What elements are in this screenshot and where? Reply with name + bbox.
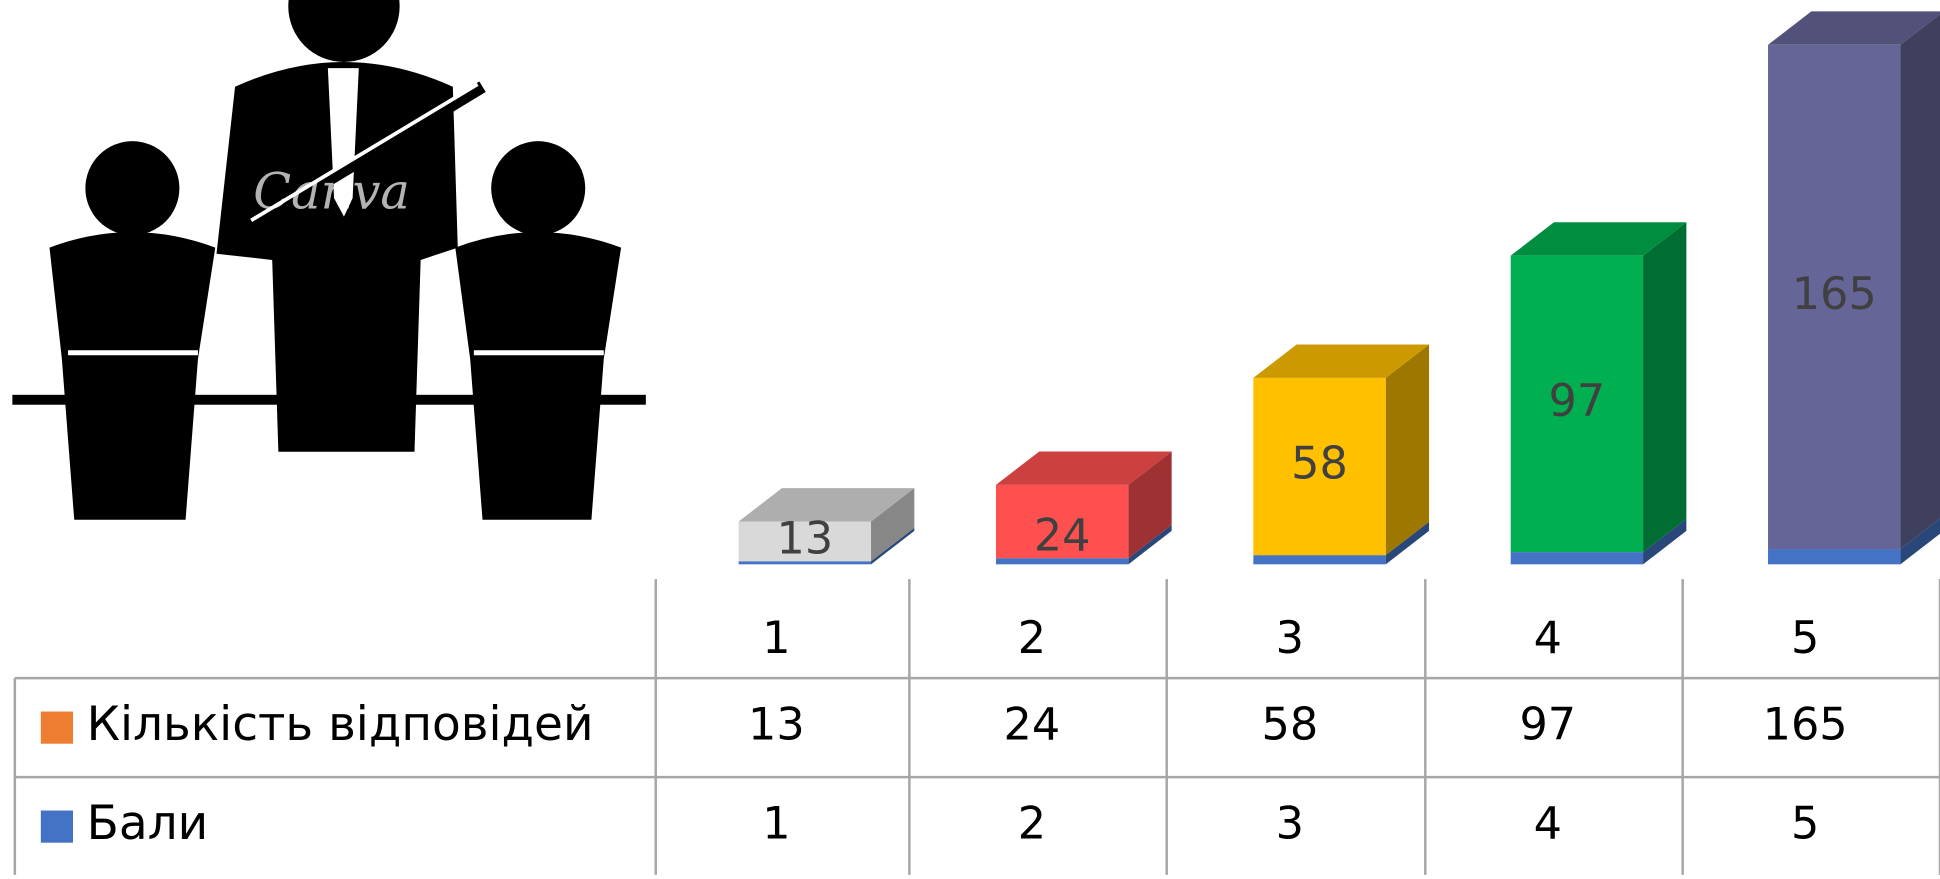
bar — [1510, 552, 1644, 565]
bar — [1510, 255, 1644, 553]
bar-side — [1128, 524, 1172, 565]
legend-swatch — [40, 810, 73, 843]
bar-side — [1643, 222, 1687, 553]
data-table — [13, 579, 1940, 875]
legend-label: Кількість відповідей — [87, 697, 594, 752]
table-value: 97 — [1519, 699, 1576, 751]
bar — [1253, 555, 1386, 565]
bar — [1253, 377, 1386, 556]
x-tick-label: 3 — [1276, 612, 1304, 664]
kid-body — [49, 232, 216, 520]
bar-side — [1385, 521, 1430, 565]
legend-swatch — [40, 711, 73, 744]
table-value: 24 — [1004, 699, 1061, 751]
bar-top — [738, 488, 915, 522]
table-value: 165 — [1763, 699, 1848, 751]
bar-top — [995, 451, 1172, 485]
table-value: 1 — [762, 798, 790, 850]
bar-side — [871, 527, 915, 565]
bar — [738, 521, 872, 562]
watermark: Canva — [253, 163, 410, 221]
bar-top — [1253, 344, 1430, 378]
bar-side — [1643, 518, 1687, 565]
bar-side — [1900, 518, 1940, 565]
data-label: 165 — [1792, 268, 1877, 320]
table-value: 58 — [1261, 699, 1318, 751]
data-label: 97 — [1549, 375, 1606, 427]
kid-head — [491, 141, 586, 236]
legend-label: Бали — [87, 796, 209, 851]
teacher-body — [216, 61, 458, 452]
data-label: 13 — [776, 512, 833, 564]
table-value: 13 — [748, 699, 805, 751]
bar-side — [1385, 344, 1430, 556]
bar-top — [1510, 222, 1687, 256]
data-label: 24 — [1034, 509, 1091, 561]
pictogram: Canva — [12, 0, 646, 520]
teacher-head — [288, 0, 400, 62]
bar-side — [871, 488, 915, 562]
kid-head — [85, 141, 180, 236]
x-tick-label: 5 — [1791, 612, 1819, 664]
table-value: 3 — [1276, 798, 1304, 850]
x-tick-label: 2 — [1018, 612, 1046, 664]
bar — [738, 561, 872, 565]
bar — [1768, 44, 1901, 550]
data-label: 58 — [1291, 438, 1348, 490]
bar-side — [1900, 14, 1940, 550]
table-value: 4 — [1534, 798, 1562, 850]
bar — [995, 484, 1129, 559]
table-value: 5 — [1791, 798, 1819, 850]
x-tick-label: 4 — [1534, 612, 1562, 664]
pointer-edge — [250, 82, 479, 222]
pointer — [244, 81, 486, 235]
table-value: 2 — [1018, 798, 1046, 850]
bar-side — [1128, 451, 1172, 559]
bar — [995, 558, 1129, 565]
bar — [1768, 549, 1901, 565]
bar-top — [1768, 11, 1940, 45]
kid-body — [455, 232, 622, 520]
x-tick-label: 1 — [762, 612, 790, 664]
